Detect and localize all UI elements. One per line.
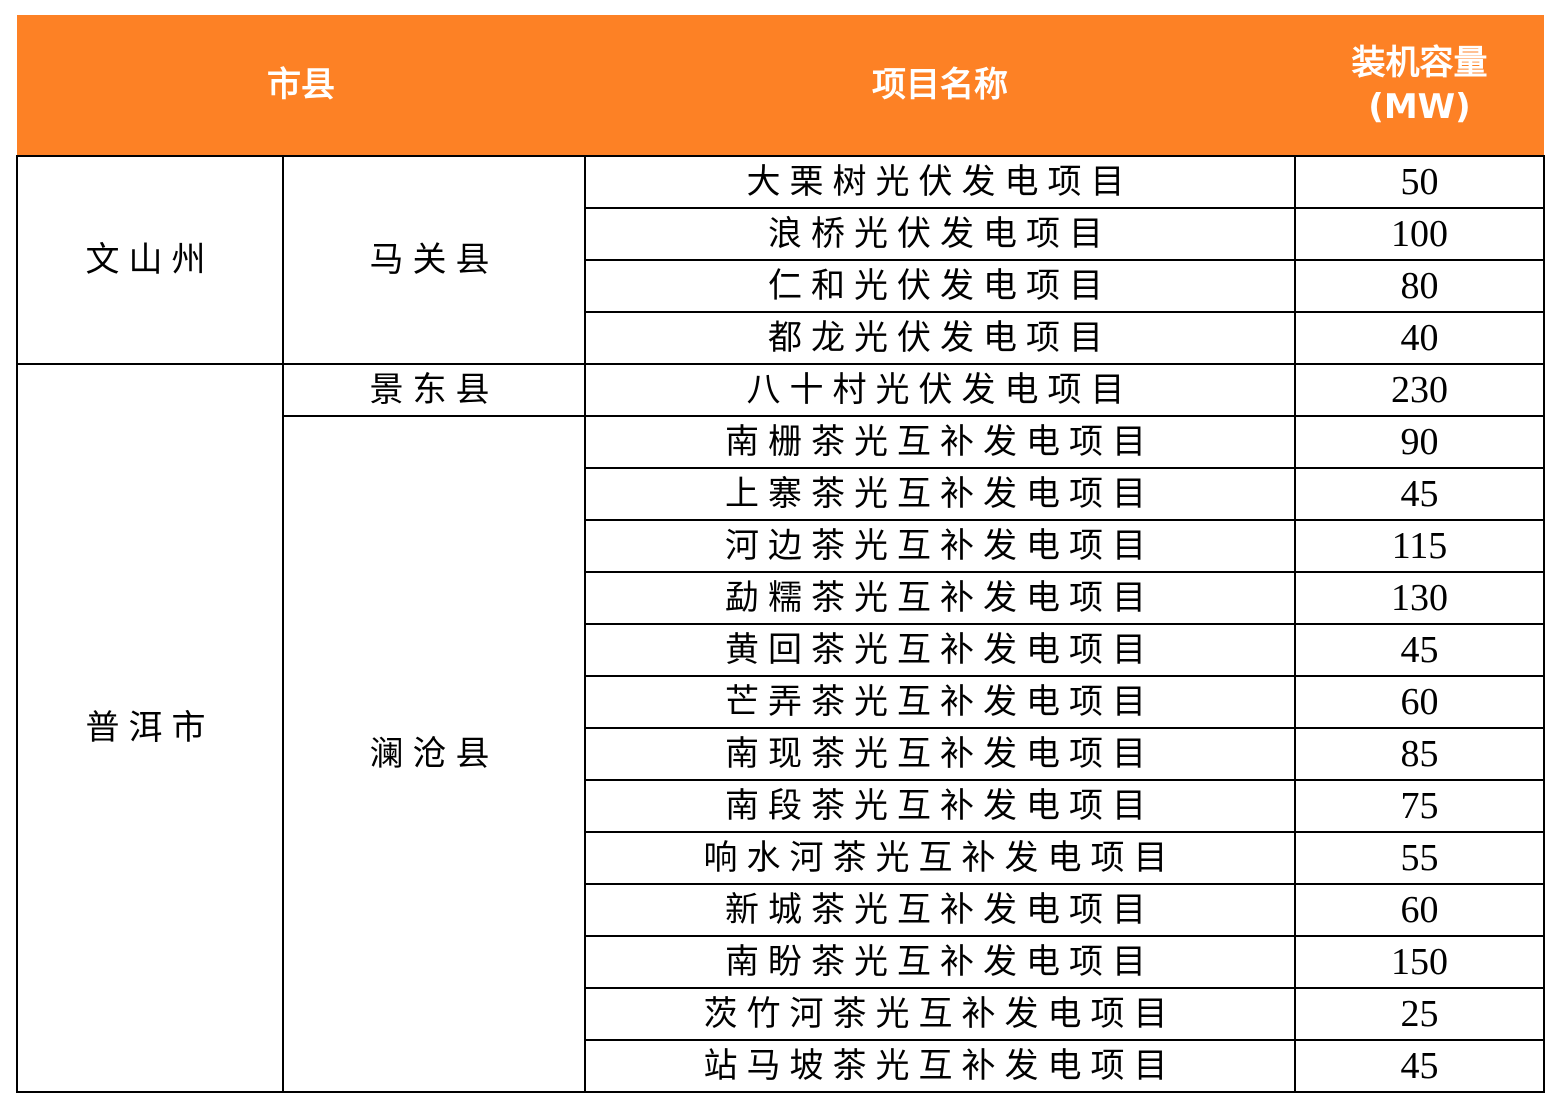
- county-cell: 马关县: [282, 155, 586, 365]
- capacity-cell: 50: [1294, 155, 1545, 209]
- header-capacity: 装机容量 (MW): [1295, 15, 1544, 156]
- header-project: 项目名称: [585, 15, 1295, 156]
- project-name-cell: 南现茶光互补发电项目: [584, 727, 1296, 781]
- capacity-cell: 75: [1294, 779, 1545, 833]
- table-row: 勐糯茶光互补发电项目 130: [17, 571, 1545, 625]
- capacity-cell: 60: [1294, 883, 1545, 937]
- city-cell: 文山州: [16, 155, 284, 365]
- table-row: 响水河茶光互补发电项目 55: [17, 831, 1545, 885]
- capacity-cell: 115: [1294, 519, 1545, 573]
- project-name-cell: 响水河茶光互补发电项目: [584, 831, 1296, 885]
- project-name-cell: 站马坡茶光互补发电项目: [584, 1039, 1296, 1093]
- capacity-cell: 230: [1294, 363, 1545, 417]
- project-table: 市县 项目名称 装机容量 (MW) 文山州 马关县 大栗树光伏发电项目 50 浪桥光伏发…: [16, 15, 1545, 1093]
- table-row: 芒弄茶光互补发电项目 60: [17, 675, 1545, 729]
- capacity-cell: 25: [1294, 987, 1545, 1041]
- project-name-cell: 新城茶光互补发电项目: [584, 883, 1296, 937]
- capacity-cell: 45: [1294, 1039, 1545, 1093]
- header-row: 市县 项目名称 装机容量 (MW): [17, 15, 1544, 156]
- project-name-cell: 都龙光伏发电项目: [584, 311, 1296, 365]
- table-row: 南段茶光互补发电项目 75: [17, 779, 1545, 833]
- project-name-cell: 河边茶光互补发电项目: [584, 519, 1296, 573]
- table-row: 文山州 马关县 大栗树光伏发电项目 50: [16, 155, 1545, 365]
- project-name-cell: 南盼茶光互补发电项目: [584, 935, 1296, 989]
- project-name-cell: 芒弄茶光互补发电项目: [584, 675, 1296, 729]
- table-row: 南现茶光互补发电项目 85: [17, 727, 1545, 781]
- capacity-cell: 85: [1294, 727, 1545, 781]
- project-name-cell: 黄回茶光互补发电项目: [584, 623, 1296, 677]
- table-row: 南盼茶光互补发电项目 150: [17, 935, 1545, 989]
- capacity-cell: 80: [1294, 259, 1545, 313]
- city-cell: 普洱市: [16, 363, 284, 1093]
- table-row: 浪桥光伏发电项目 100: [17, 207, 1545, 261]
- capacity-cell: 55: [1294, 831, 1545, 885]
- table-row: 上寨茶光互补发电项目 45: [17, 467, 1545, 521]
- header-region: 市县: [17, 15, 585, 156]
- capacity-cell: 150: [1294, 935, 1545, 989]
- project-name-cell: 南栅茶光互补发电项目: [584, 415, 1296, 469]
- capacity-cell: 45: [1294, 467, 1545, 521]
- header-capacity-line1: 装机容量: [1351, 43, 1488, 83]
- capacity-cell: 100: [1294, 207, 1545, 261]
- capacity-cell: 45: [1294, 623, 1545, 677]
- capacity-cell: 90: [1294, 415, 1545, 469]
- table-row: 茨竹河茶光互补发电项目 25: [17, 987, 1545, 1041]
- table-row: 澜沧县 南栅茶光互补发电项目 90: [17, 415, 1545, 1093]
- project-name-cell: 南段茶光互补发电项目: [584, 779, 1296, 833]
- capacity-cell: 60: [1294, 675, 1545, 729]
- table-row: 都龙光伏发电项目 40: [17, 311, 1545, 365]
- project-name-cell: 上寨茶光互补发电项目: [584, 467, 1296, 521]
- project-name-cell: 浪桥光伏发电项目: [584, 207, 1296, 261]
- project-name-cell: 仁和光伏发电项目: [584, 259, 1296, 313]
- table-row: 河边茶光互补发电项目 115: [17, 519, 1545, 573]
- table-row: 站马坡茶光互补发电项目 45: [17, 1039, 1545, 1093]
- project-name-cell: 茨竹河茶光互补发电项目: [584, 987, 1296, 1041]
- county-cell: 澜沧县: [282, 415, 586, 1093]
- header-capacity-line2: (MW): [1368, 87, 1471, 127]
- project-name-cell: 勐糯茶光互补发电项目: [584, 571, 1296, 625]
- capacity-cell: 130: [1294, 571, 1545, 625]
- county-cell: 景东县: [282, 363, 586, 417]
- table-row: 黄回茶光互补发电项目 45: [17, 623, 1545, 677]
- project-name-cell: 八十村光伏发电项目: [584, 363, 1296, 417]
- capacity-cell: 40: [1294, 311, 1545, 365]
- project-name-cell: 大栗树光伏发电项目: [584, 155, 1296, 209]
- table-row: 新城茶光互补发电项目 60: [17, 883, 1545, 937]
- table-row: 普洱市 景东县 八十村光伏发电项目 230: [16, 363, 1545, 1093]
- table-row: 仁和光伏发电项目 80: [17, 259, 1545, 313]
